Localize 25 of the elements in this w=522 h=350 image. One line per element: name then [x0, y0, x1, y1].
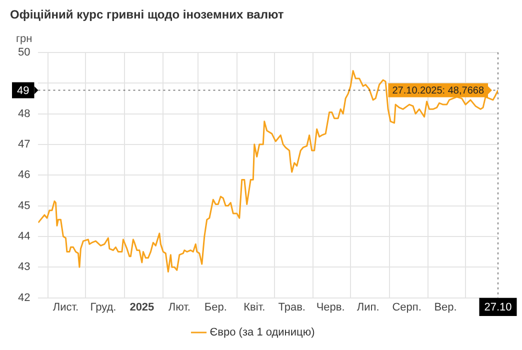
x-tick-label: Лип.	[356, 301, 380, 314]
y-tick-label: 47	[18, 138, 30, 150]
y-tick-label: 48	[18, 108, 30, 120]
y-tick-label: 50	[18, 46, 30, 58]
x-tick-label: Бер.	[204, 301, 227, 314]
legend-label: Євро (за 1 одиницю)	[210, 326, 315, 339]
x-tick-label: Лют.	[168, 301, 190, 314]
x-tick-label: 2025	[130, 301, 154, 314]
x-tick-label: Черв.	[316, 301, 345, 314]
y-tick-label: 45	[18, 200, 30, 212]
x-tick-label: Вер.	[434, 301, 457, 314]
x-tick-label: Трав.	[278, 301, 306, 314]
y-tick-label: 43	[18, 261, 30, 274]
x-tick-label: Серп.	[392, 301, 422, 314]
y-tick-label: 44	[18, 230, 30, 242]
y-tick-label: 42	[18, 292, 30, 304]
x-tick-label: Груд.	[90, 301, 116, 314]
y-axis-title: грн	[16, 32, 32, 45]
annotation: 27.10.2025: 48,7668	[392, 85, 484, 96]
y-tick-label: 46	[18, 169, 30, 182]
x-tick-label: Квіт.	[244, 301, 266, 314]
chart-title: Офіційний курс гривні щодо іноземних валют	[10, 8, 284, 22]
ref-line-label: 49	[16, 84, 30, 97]
x-tick-label: 27.10	[484, 301, 512, 314]
x-tick-label: Лист.	[52, 301, 79, 314]
